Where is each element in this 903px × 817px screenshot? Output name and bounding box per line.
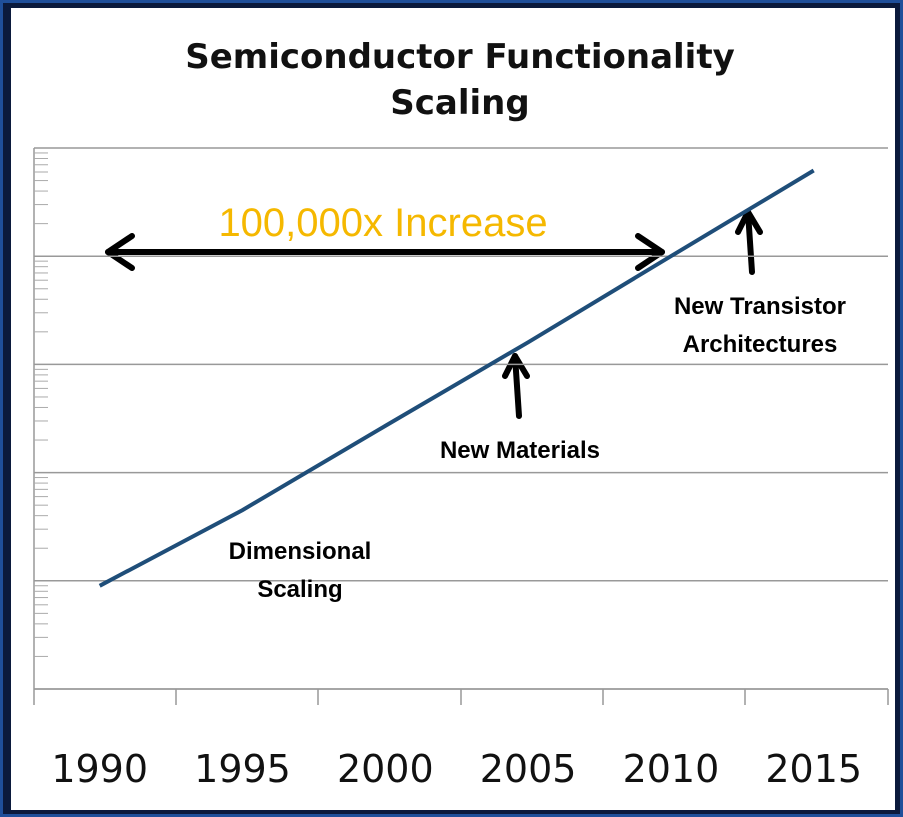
annotation: 100,000x Increase xyxy=(218,201,547,245)
x-tick-label: 2015 xyxy=(765,747,862,791)
x-tick-label: 1990 xyxy=(51,747,148,791)
data-line xyxy=(98,168,815,588)
annotation: Dimensional Scaling xyxy=(228,538,372,603)
x-tick-label: 1995 xyxy=(194,747,291,791)
annotation: New Transistor Architectures xyxy=(673,293,847,358)
panel xyxy=(11,8,895,810)
x-tick-label: 2010 xyxy=(623,747,720,791)
chart-title: Semiconductor Functionality Scaling xyxy=(185,37,735,123)
annotation: New Materials xyxy=(439,437,601,464)
x-tick-label: 2005 xyxy=(480,747,577,791)
minor-ticks xyxy=(34,152,48,657)
x-tick-label: 2000 xyxy=(337,747,434,791)
